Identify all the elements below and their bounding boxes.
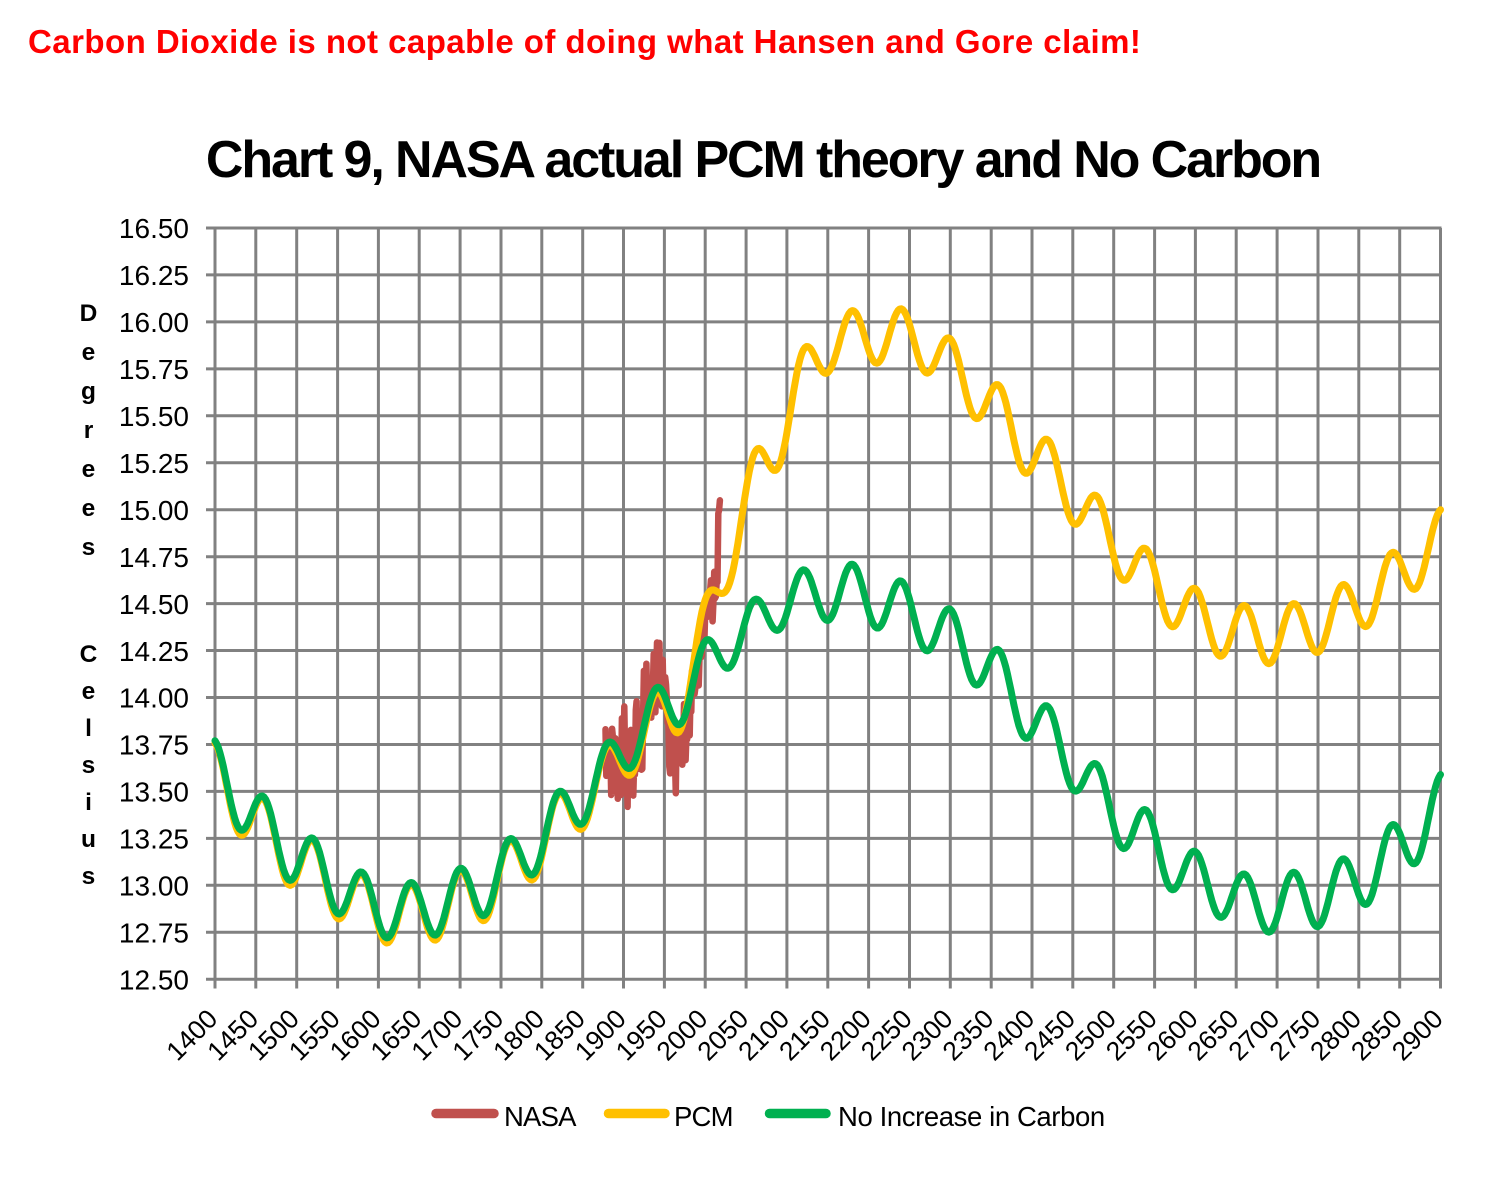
svg-text:13.50: 13.50 xyxy=(119,777,189,808)
svg-text:12.50: 12.50 xyxy=(119,964,189,995)
svg-text:i: i xyxy=(85,789,92,816)
svg-text:s: s xyxy=(82,752,96,779)
svg-text:15.75: 15.75 xyxy=(119,354,189,385)
svg-text:e: e xyxy=(82,456,96,483)
svg-text:16.25: 16.25 xyxy=(119,260,189,291)
svg-text:D: D xyxy=(80,300,98,327)
svg-text:s: s xyxy=(82,534,96,561)
svg-text:14.75: 14.75 xyxy=(119,542,189,573)
svg-text:NASA: NASA xyxy=(504,1101,577,1132)
svg-text:l: l xyxy=(85,715,92,742)
svg-text:Carbon Dioxide is not capable: Carbon Dioxide is not capable of doing w… xyxy=(28,23,1141,60)
svg-text:e: e xyxy=(82,678,96,705)
svg-text:u: u xyxy=(81,826,96,853)
svg-text:12.75: 12.75 xyxy=(119,918,189,949)
svg-text:C: C xyxy=(80,641,98,668)
svg-text:g: g xyxy=(81,378,96,405)
svg-text:PCM: PCM xyxy=(674,1101,733,1132)
svg-text:13.25: 13.25 xyxy=(119,824,189,855)
svg-text:15.00: 15.00 xyxy=(119,495,189,526)
svg-text:13.75: 13.75 xyxy=(119,730,189,761)
svg-text:e: e xyxy=(82,495,96,522)
svg-text:Chart 9, NASA actual PCM theor: Chart 9, NASA actual PCM theory and No C… xyxy=(206,131,1320,189)
svg-text:15.25: 15.25 xyxy=(119,448,189,479)
svg-text:14.50: 14.50 xyxy=(119,589,189,620)
svg-text:r: r xyxy=(84,417,94,444)
svg-text:s: s xyxy=(82,863,96,890)
svg-text:e: e xyxy=(82,339,96,366)
svg-text:15.50: 15.50 xyxy=(119,401,189,432)
svg-text:14.25: 14.25 xyxy=(119,636,189,667)
svg-text:No Increase in Carbon: No Increase in Carbon xyxy=(838,1101,1105,1132)
svg-text:16.00: 16.00 xyxy=(119,307,189,338)
svg-text:14.00: 14.00 xyxy=(119,683,189,714)
svg-text:13.00: 13.00 xyxy=(119,871,189,902)
svg-text:16.50: 16.50 xyxy=(119,213,189,244)
